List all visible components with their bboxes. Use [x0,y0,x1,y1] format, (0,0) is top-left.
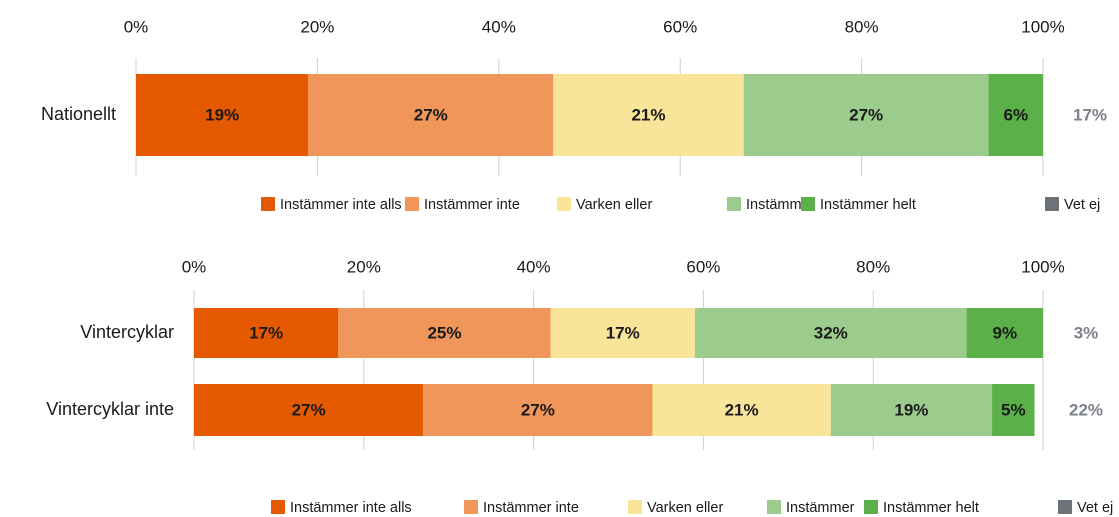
legend-swatch [271,500,285,514]
value-label: 9% [993,323,1018,342]
legend-label: Varken eller [647,500,723,516]
legend-label: Instämmer inte alls [280,197,402,213]
legend-swatch [261,197,275,211]
x-tick-label: 80% [845,17,879,36]
legend-label: Instämmer inte alls [290,500,412,516]
x-tick-label: 80% [856,257,890,276]
legend-label: Varken eller [576,197,652,213]
bar-segment [694,308,967,358]
value-label: 6% [1004,105,1029,124]
bar-segment [743,74,989,156]
legend-swatch [767,500,781,514]
legend-label: Vet ej [1077,500,1113,516]
x-tick-label: 100% [1021,257,1064,276]
legend-swatch [1045,197,1059,211]
bar-segment [553,74,744,156]
category-label: Vintercyklar inte [46,399,174,419]
legend-label: Instämmer inte [424,197,520,213]
legend-swatch [727,197,741,211]
x-tick-label: 100% [1021,17,1064,36]
value-label: 17% [606,323,640,342]
bar-segment [966,308,1043,358]
bar-segment [136,74,309,156]
bar-segment [550,308,695,358]
x-tick-label: 20% [347,257,381,276]
legend-swatch [464,500,478,514]
legend-label: Instämmer [746,197,815,213]
bar-segment [194,384,424,436]
x-tick-label: 60% [663,17,697,36]
bar-segment [992,384,1035,436]
bar-segment [830,384,993,436]
legend-swatch [864,500,878,514]
legend-label: Instämmer inte [483,500,579,516]
value-label: 27% [521,400,555,419]
x-tick-label: 20% [300,17,334,36]
value-label: 17% [249,323,283,342]
x-tick-label: 0% [182,257,207,276]
legend-label: Instämmer [786,500,855,516]
bar-segment [988,74,1043,156]
value-label: 19% [894,400,928,419]
bar-segment [194,308,339,358]
value-label: 27% [292,400,326,419]
value-label: 21% [631,105,665,124]
value-label: 32% [814,323,848,342]
value-label: 27% [849,105,883,124]
legend-label: Vet ej [1064,197,1100,213]
side-value-label: 22% [1069,400,1103,419]
legend-swatch [801,197,815,211]
category-label: Nationellt [41,104,116,124]
side-value-label: 17% [1073,105,1107,124]
x-tick-label: 60% [686,257,720,276]
legend-swatch [628,500,642,514]
bar-segment [338,308,551,358]
value-label: 25% [427,323,461,342]
value-label: 19% [205,105,239,124]
legend-swatch [1058,500,1072,514]
x-tick-label: 40% [517,257,551,276]
value-label: 27% [414,105,448,124]
value-label: 21% [725,400,759,419]
bar-segment [652,384,831,436]
legend-label: Instämmer helt [820,197,916,213]
x-tick-label: 40% [482,17,516,36]
legend-swatch [557,197,571,211]
value-label: 5% [1001,400,1026,419]
legend-label: Instämmer helt [883,500,979,516]
bar-segment [308,74,554,156]
legend-swatch [405,197,419,211]
side-value-label: 3% [1074,323,1099,342]
x-tick-label: 0% [124,17,149,36]
bar-segment [423,384,653,436]
category-label: Vintercyklar [80,322,174,342]
